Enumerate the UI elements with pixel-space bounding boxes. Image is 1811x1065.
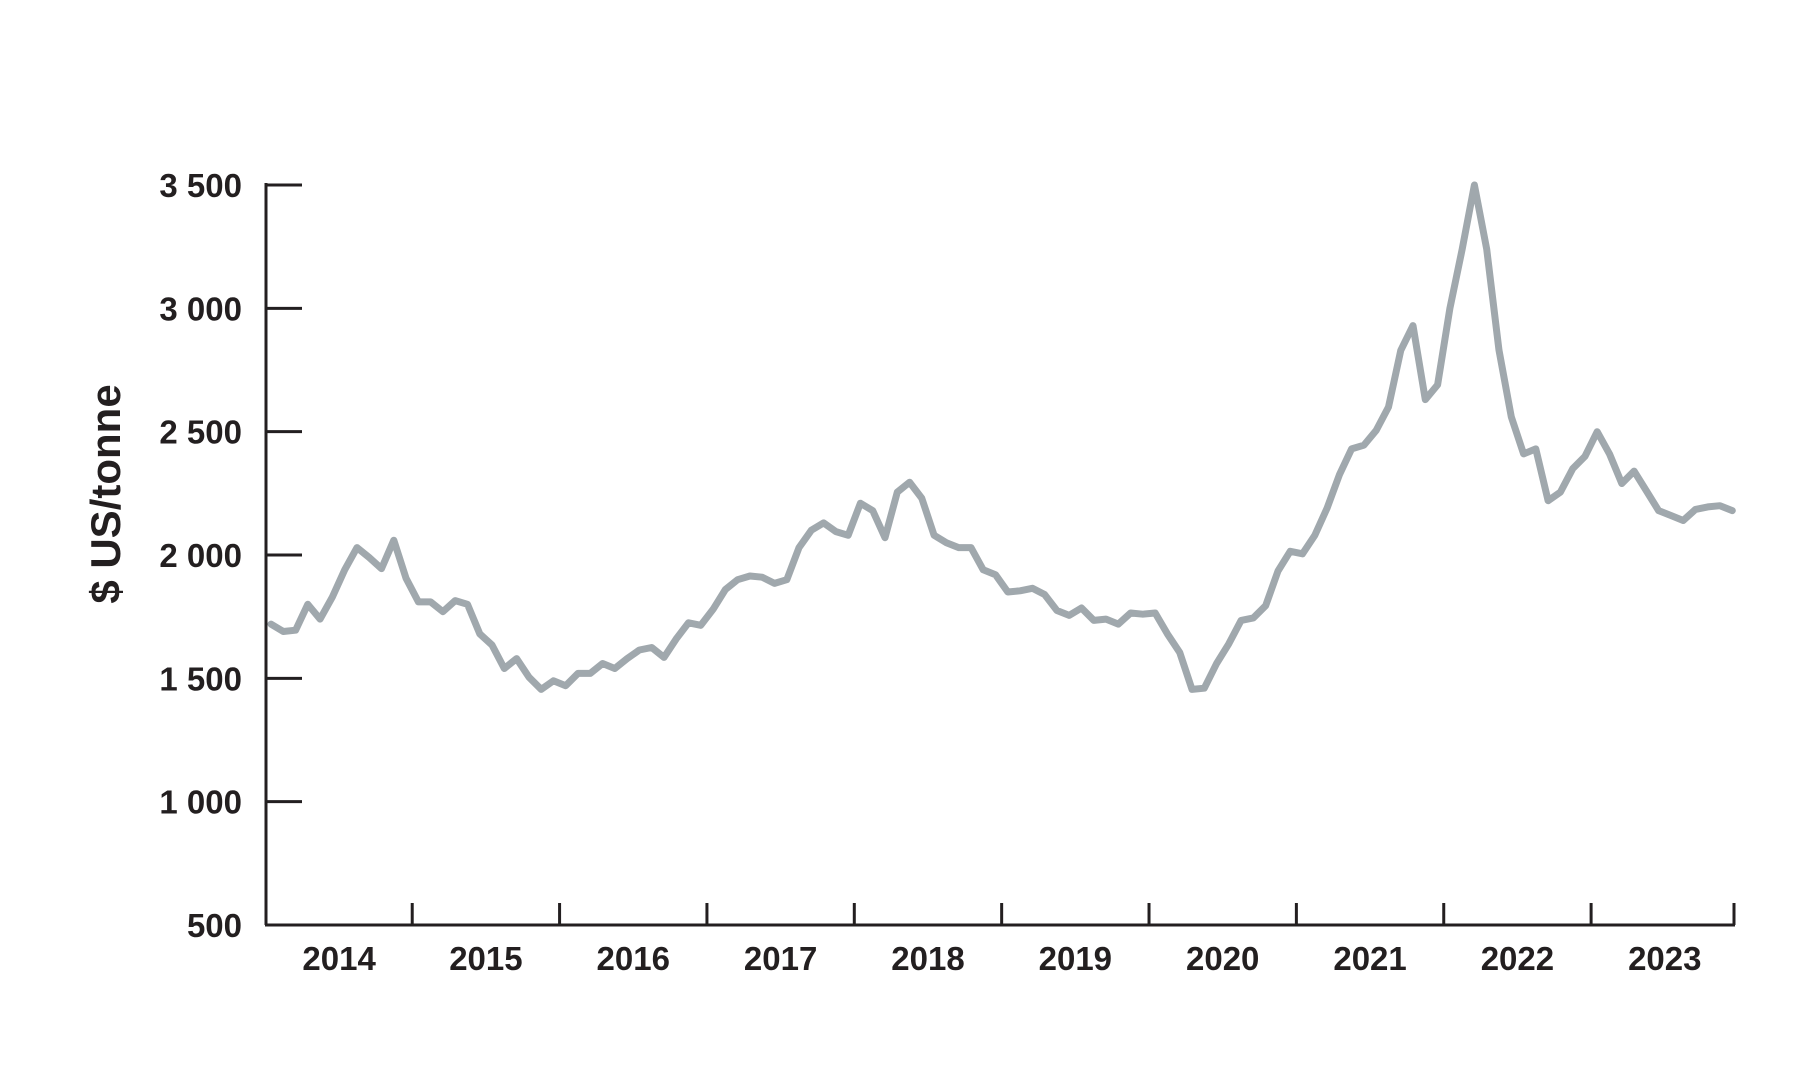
x-tick-label: 2022 (1481, 940, 1554, 977)
y-tick-label: 2 500 (159, 414, 242, 451)
y-tick-label: 3 000 (159, 290, 242, 327)
x-tick-label: 2016 (597, 940, 670, 977)
x-tick-label: 2015 (449, 940, 522, 977)
y-tick-label: 1 500 (159, 660, 242, 697)
x-tick-label: 2019 (1039, 940, 1112, 977)
x-tick-label: 2020 (1186, 940, 1259, 977)
y-tick-label: 2 000 (159, 537, 242, 574)
y-axis-ticks: 500 1 000 1 500 2 000 2 500 3 000 3 500 (159, 167, 302, 944)
y-tick-label: 3 500 (159, 167, 242, 204)
series-group (267, 181, 1736, 693)
x-tick-label: 2014 (302, 940, 376, 977)
y-axis-title: $ US/tonne (82, 384, 129, 603)
y-tick-label: 1 000 (159, 784, 242, 821)
x-tick-label: 2021 (1333, 940, 1406, 977)
x-tick-label: 2018 (891, 940, 964, 977)
x-tick-label: 2017 (744, 940, 817, 977)
y-tick-label: 500 (187, 907, 242, 944)
series-line (267, 181, 1736, 693)
x-tick-label: 2023 (1628, 940, 1701, 977)
x-axis-ticks: 2014 2015 2016 2017 2018 2019 2020 2021 2022 2023 (302, 903, 1736, 977)
